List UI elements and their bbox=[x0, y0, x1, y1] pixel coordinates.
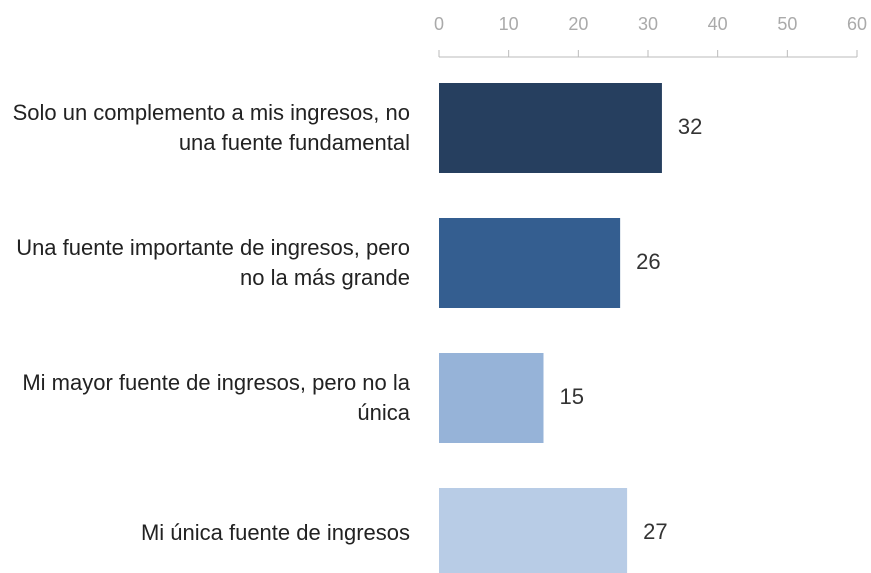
value-label: 26 bbox=[636, 249, 660, 274]
x-tick-label: 40 bbox=[708, 14, 728, 34]
category-label: Una fuente importante de ingresos, pero … bbox=[16, 235, 410, 290]
x-tick-label: 10 bbox=[499, 14, 519, 34]
category-label: Solo un complemento a mis ingresos, no u… bbox=[12, 100, 410, 155]
category-label: Mi única fuente de ingresos bbox=[140, 520, 410, 545]
value-label: 27 bbox=[643, 519, 667, 544]
value-label: 15 bbox=[560, 384, 584, 409]
bar bbox=[439, 83, 662, 173]
category-label: Mi mayor fuente de ingresos, pero no la … bbox=[22, 370, 410, 425]
bar bbox=[439, 353, 544, 443]
x-tick-label: 0 bbox=[434, 14, 444, 34]
bar bbox=[439, 218, 621, 308]
x-tick-label: 60 bbox=[847, 14, 867, 34]
x-tick-label: 30 bbox=[638, 14, 658, 34]
bar bbox=[439, 488, 628, 573]
x-tick-label: 20 bbox=[568, 14, 588, 34]
x-tick-label: 50 bbox=[777, 14, 797, 34]
value-label: 32 bbox=[678, 114, 702, 139]
